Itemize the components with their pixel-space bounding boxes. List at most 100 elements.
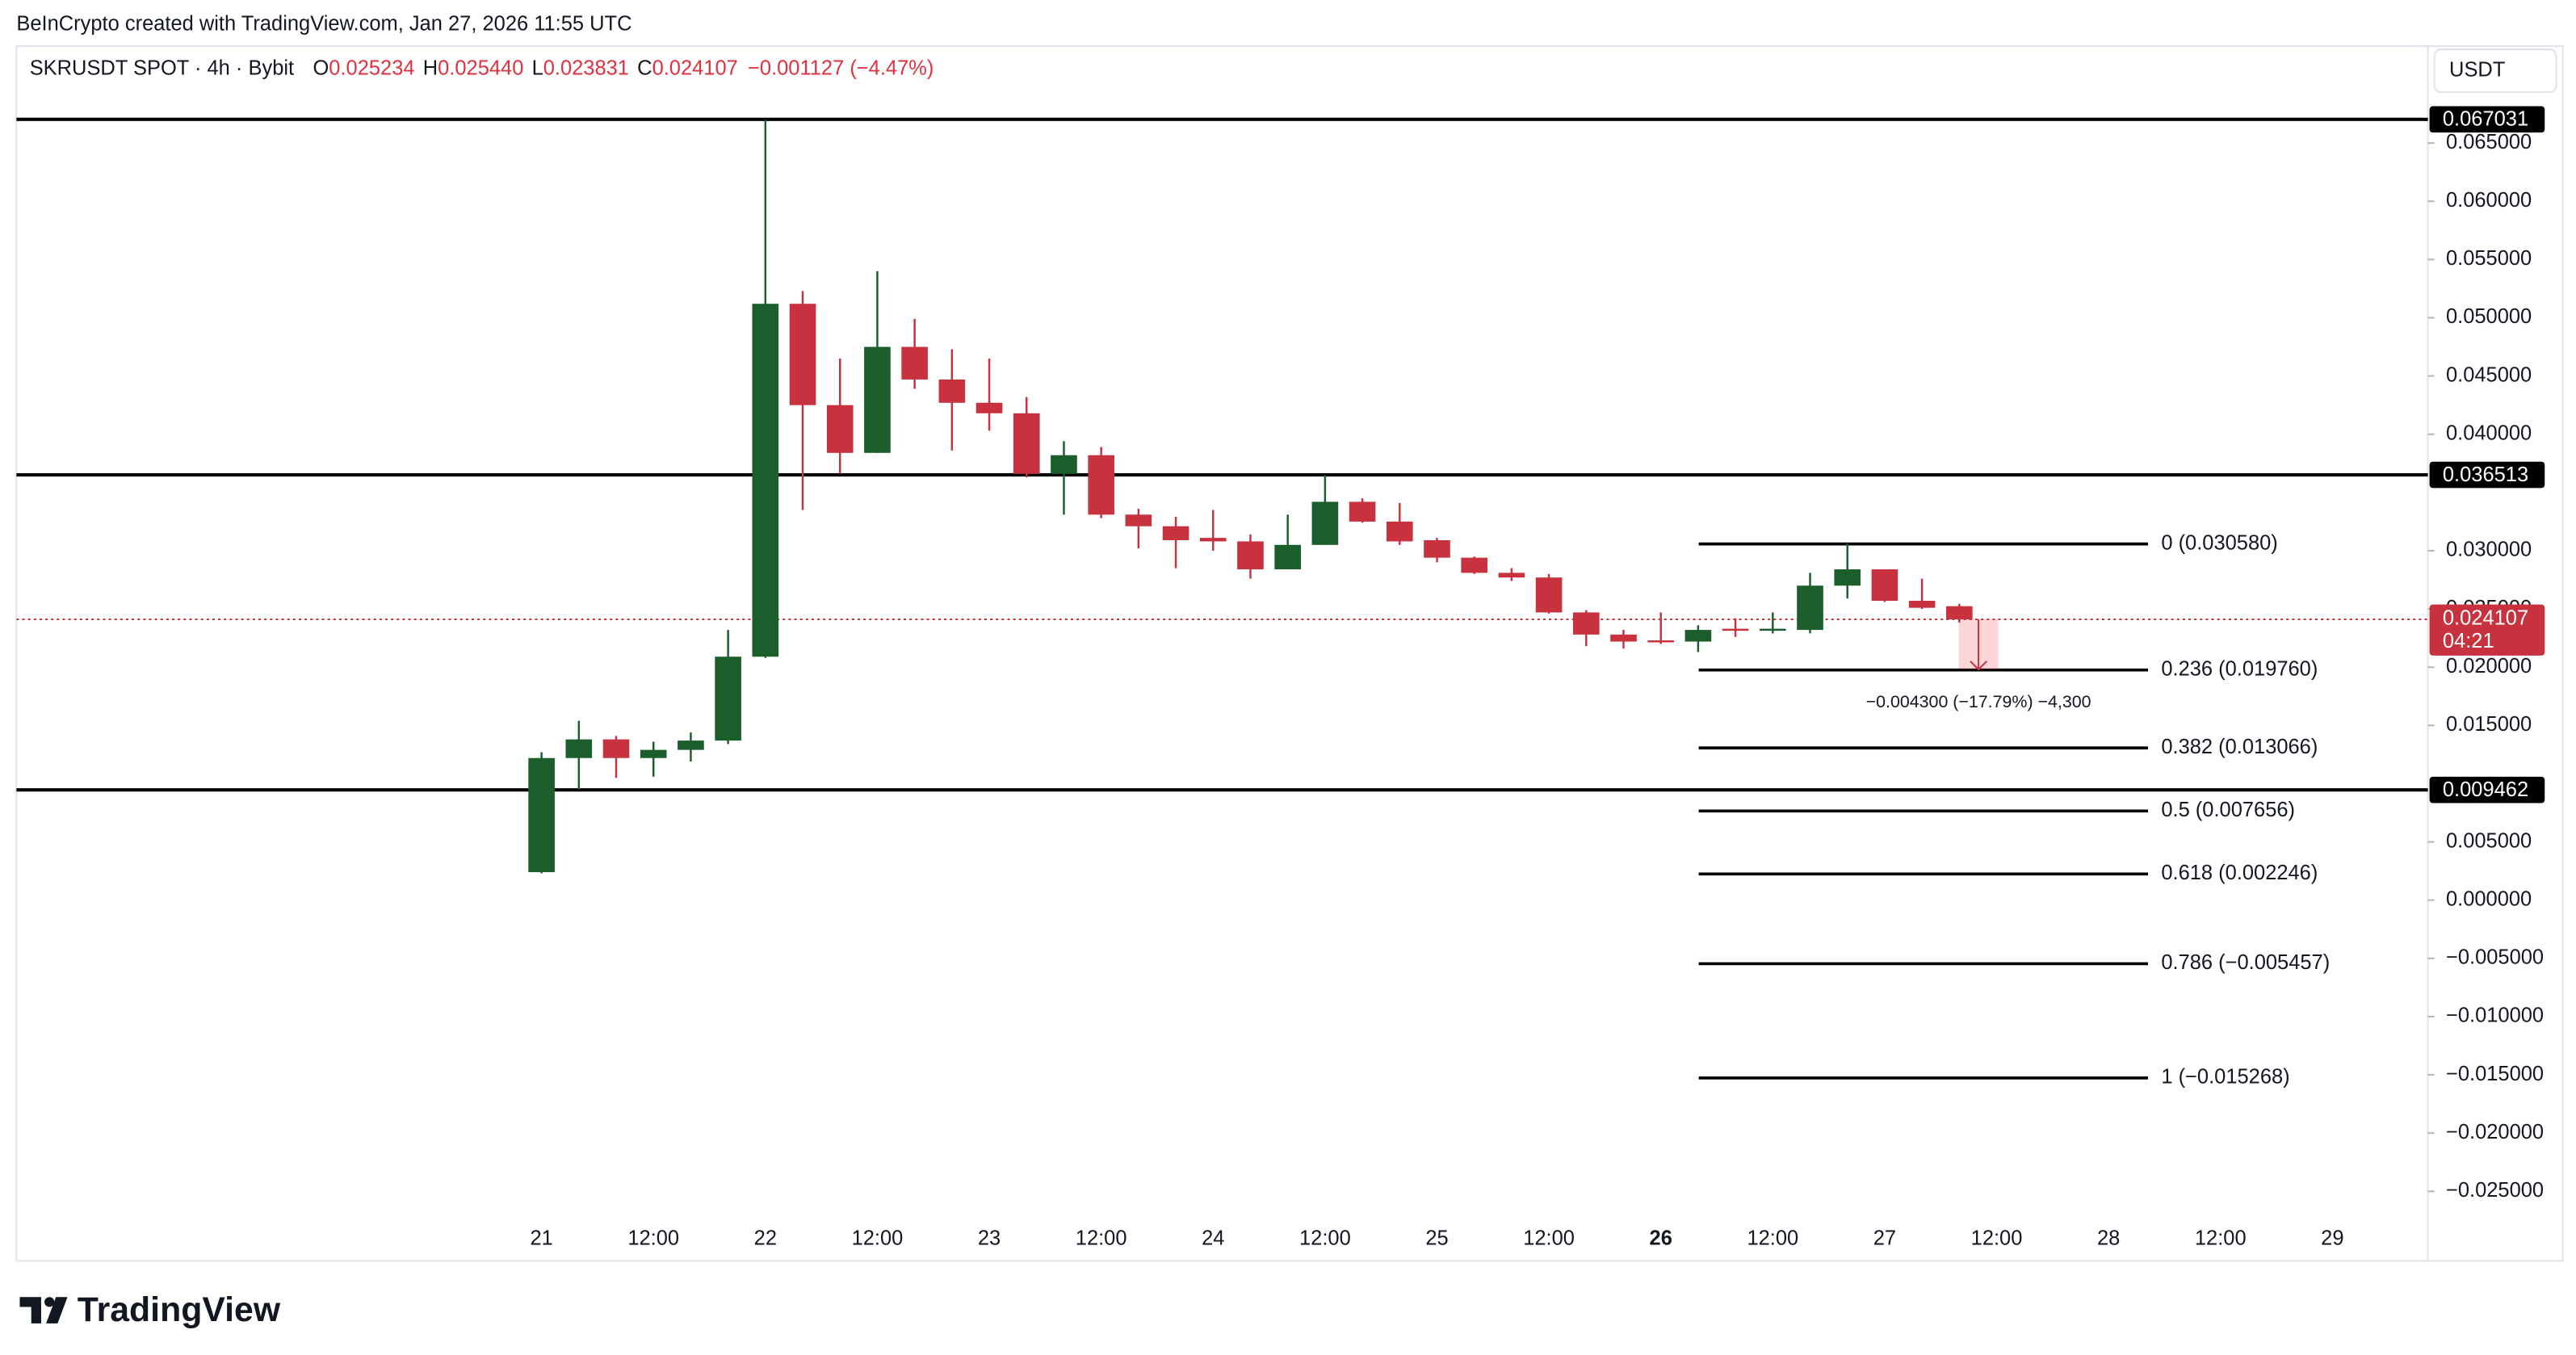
- x-tick-label: 12:00: [1971, 1227, 2023, 1250]
- candle-body: [715, 657, 741, 741]
- x-tick-label: 12:00: [1299, 1227, 1351, 1250]
- currency-label: USDT: [2449, 58, 2505, 81]
- fib-label: 0.382 (0.013066): [2161, 736, 2318, 758]
- y-tick-label: 0.055000: [2446, 247, 2532, 270]
- candle-body: [1237, 541, 1264, 570]
- candle-body: [901, 346, 928, 380]
- x-tick-label: 12:00: [1523, 1227, 1575, 1250]
- brand-name: TradingView: [78, 1290, 281, 1329]
- countdown-label: 04:21: [2443, 630, 2494, 652]
- candle-body: [1162, 526, 1189, 540]
- candle-body: [938, 379, 966, 403]
- candle-body: [1722, 628, 1749, 631]
- candle-body: [1013, 413, 1040, 474]
- x-tick-label: 12:00: [1076, 1227, 1127, 1250]
- y-tick-label: −0.005000: [2446, 946, 2544, 969]
- brand-logo: [19, 1297, 68, 1324]
- candle-body: [1684, 630, 1712, 642]
- x-tick-label: 28: [2097, 1227, 2120, 1250]
- chart-frame: [15, 45, 2564, 1262]
- candle-body: [602, 739, 630, 758]
- candle-body: [1647, 640, 1675, 643]
- candle-body: [1760, 628, 1786, 631]
- currency-button[interactable]: [2433, 48, 2557, 94]
- y-tick-label: 0.050000: [2446, 305, 2532, 328]
- level-badge-label: 0.036513: [2443, 464, 2528, 486]
- x-tick-label: 23: [978, 1227, 1001, 1250]
- logo-mark: [46, 1297, 68, 1324]
- x-tick-label: 24: [1202, 1227, 1224, 1250]
- candle-body: [1871, 569, 1898, 602]
- symbol: SKRUSDT SPOT · 4h · Bybit: [30, 57, 294, 79]
- x-tick-label: 21: [530, 1227, 552, 1250]
- y-tick-label: 0.030000: [2446, 539, 2532, 561]
- logo-mark: [19, 1297, 41, 1324]
- ohlc-value: 0.023831: [543, 57, 629, 79]
- x-tick-label: 12:00: [852, 1227, 904, 1250]
- candle-body: [789, 304, 816, 405]
- candle-body: [1051, 455, 1077, 474]
- candle-body: [826, 405, 854, 453]
- candle-body: [1386, 521, 1413, 542]
- fib-label: 1 (−0.015268): [2161, 1066, 2289, 1089]
- candle-body: [864, 346, 891, 453]
- attribution: BeInCrypto created with TradingView.com,…: [16, 12, 631, 35]
- y-tick-label: −0.010000: [2446, 1005, 2544, 1027]
- measure-label: −0.004300 (−17.79%) −4,300: [1866, 692, 2091, 711]
- y-tick-label: 0.015000: [2446, 713, 2532, 736]
- level-badge: [2429, 776, 2545, 803]
- y-tick-label: −0.025000: [2446, 1179, 2544, 1202]
- candle-body: [1461, 557, 1487, 573]
- candle-body: [752, 304, 779, 657]
- fib-label: 0 (0.030580): [2161, 531, 2277, 554]
- ohlc-key: C: [637, 57, 652, 79]
- candle-body: [1610, 634, 1637, 642]
- candle-body: [1797, 585, 1823, 631]
- ohlc-value: 0.025440: [438, 57, 523, 79]
- candle-body: [1498, 573, 1525, 578]
- y-tick-label: 0.000000: [2446, 887, 2532, 910]
- fib-label: 0.5 (0.007656): [2161, 799, 2295, 821]
- x-tick-label: 27: [1873, 1227, 1896, 1250]
- y-tick-label: 0.060000: [2446, 189, 2532, 212]
- candle-body: [1274, 544, 1301, 570]
- candle-body: [975, 402, 1003, 413]
- level-badge: [2429, 461, 2545, 489]
- ohlc-key: O: [313, 57, 329, 79]
- y-tick-label: −0.020000: [2446, 1121, 2544, 1143]
- candle-body: [1125, 514, 1152, 526]
- x-tick-label: 12:00: [627, 1227, 679, 1250]
- logo-mark: [44, 1297, 55, 1307]
- candle-body: [1572, 612, 1600, 635]
- candle-body: [1199, 538, 1227, 542]
- fib-label: 0.786 (−0.005457): [2161, 951, 2330, 974]
- fib-label: 0.618 (0.002246): [2161, 862, 2318, 884]
- x-tick-label: 26: [1650, 1227, 1672, 1250]
- fib-label: 0.236 (0.019760): [2161, 657, 2318, 680]
- candle-body: [565, 739, 593, 758]
- y-tick-label: 0.020000: [2446, 655, 2532, 678]
- ohlc-key: L: [532, 57, 543, 79]
- level-badge-label: 0.067031: [2443, 108, 2528, 131]
- last-price-label: 0.024107: [2443, 607, 2528, 630]
- x-tick-label: 22: [754, 1227, 777, 1250]
- candle-body: [1311, 501, 1339, 545]
- candle-body: [678, 740, 704, 750]
- ohlc-value: 0.025234: [329, 57, 414, 79]
- y-tick-label: 0.005000: [2446, 829, 2532, 852]
- ohlc-value: 0.024107: [652, 57, 738, 79]
- last-price-badge: [2429, 604, 2545, 656]
- candle-body: [640, 749, 667, 758]
- candle-body: [1349, 501, 1376, 522]
- symbol-legend: SKRUSDT SPOT · 4h · Bybit O0.025234 H0.02…: [30, 57, 934, 79]
- x-tick-label: 12:00: [1747, 1227, 1798, 1250]
- price-change: −0.001127 (−4.47%): [748, 57, 933, 79]
- level-badge: [2429, 106, 2545, 133]
- y-tick-label: 0.040000: [2446, 422, 2532, 444]
- measure-arrowhead: [1970, 661, 1987, 671]
- x-tick-label: 12:00: [2195, 1227, 2247, 1250]
- candle-body: [1834, 569, 1861, 586]
- candle-body: [1908, 601, 1936, 608]
- candle-body: [1535, 577, 1563, 613]
